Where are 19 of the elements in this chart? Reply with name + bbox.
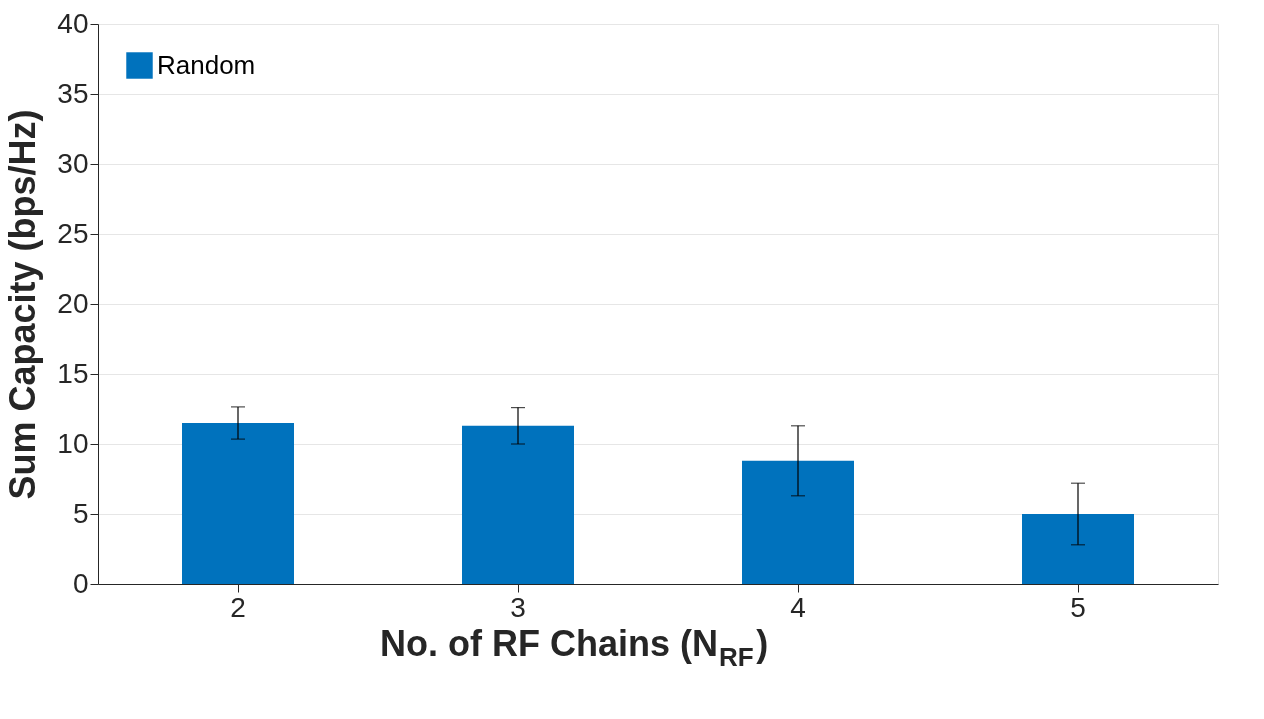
y-tick-label: 20 [57,287,89,319]
y-tick-label: 25 [57,217,89,249]
x-tick-label: 4 [790,591,806,623]
y-tick-label: 30 [57,147,89,179]
legend-label: Random [157,49,256,80]
x-tick-label: 5 [1070,591,1086,623]
y-axis-title: Sum Capacity (bps/Hz) [2,109,44,500]
y-tick-label: 10 [57,427,89,459]
bar [462,425,574,584]
bar [742,460,854,584]
y-tick-label: 5 [72,497,89,529]
y-tick-label: 0 [72,567,89,599]
y-tick-label: 15 [57,357,89,389]
x-tick-label: 3 [510,591,526,623]
y-tick-label: 35 [57,77,89,109]
bar [1022,514,1134,584]
y-tick-label: 40 [57,7,89,39]
x-tick-label: 2 [230,591,246,623]
bar [182,423,294,584]
